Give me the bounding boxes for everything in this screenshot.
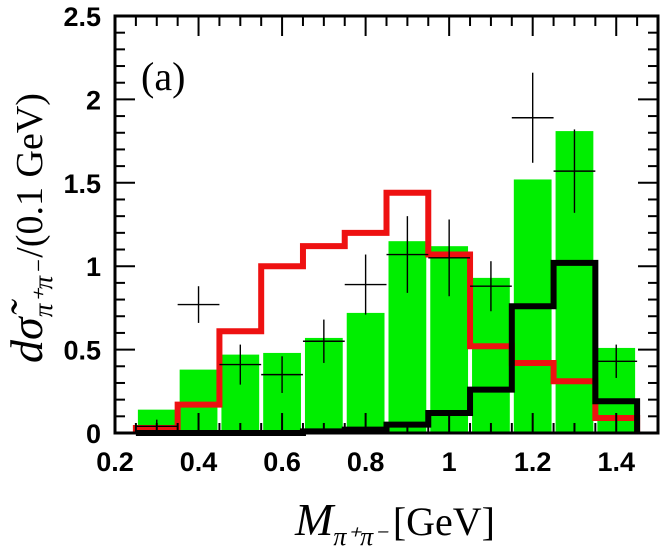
panel-label: (a) <box>141 54 185 99</box>
y-tick-label: 0.5 <box>63 336 101 366</box>
green-bar <box>346 312 385 433</box>
data-point <box>219 344 262 385</box>
red-histogram-line <box>132 189 641 433</box>
green-bars <box>137 131 636 434</box>
x-tick-label: 0.8 <box>347 447 385 477</box>
x-axis-title-symbol: M <box>294 494 336 545</box>
y-axis-title: dσ̃π⁺π⁻/(0.1 GeV) <box>1 93 58 363</box>
x-tick-label: 1.4 <box>597 447 635 477</box>
y-tick-label: 2.5 <box>63 2 101 32</box>
x-tick-label: 0.4 <box>180 447 218 477</box>
data-point <box>386 216 429 293</box>
x-axis-title-unit: [GeV] <box>393 499 495 544</box>
y-tick-label: 2 <box>86 85 101 115</box>
y-axis-title-subscript: π⁺π⁻ <box>28 260 58 317</box>
x-axis-title-subscript: π⁺π⁻ <box>333 522 389 547</box>
data-point <box>428 219 471 297</box>
x-tick-label: 1 <box>442 447 457 477</box>
y-tick-label: 1.5 <box>63 169 101 199</box>
data-point <box>553 129 596 213</box>
x-tick-label: 0.2 <box>96 447 134 477</box>
data-point <box>595 344 638 378</box>
x-tick-label: 1.2 <box>514 447 552 477</box>
data-point <box>511 72 554 163</box>
x-tick-label: 0.6 <box>263 447 301 477</box>
y-axis-title-unit: /(0.1 GeV) <box>9 93 51 258</box>
y-tick-label: 0 <box>86 419 101 449</box>
y-tick-label: 1 <box>86 252 101 282</box>
data-point <box>261 356 303 393</box>
axes: 0 0.5 1 1.5 2 2.5 0.2 0.4 0.6 0.8 1 1.2 1.4 <box>63 2 660 477</box>
data-point <box>177 286 220 323</box>
data-point <box>302 319 345 363</box>
data-point <box>344 254 387 315</box>
data-point <box>470 261 512 312</box>
x-axis-title: Mπ⁺π⁻ [GeV] <box>294 494 495 547</box>
